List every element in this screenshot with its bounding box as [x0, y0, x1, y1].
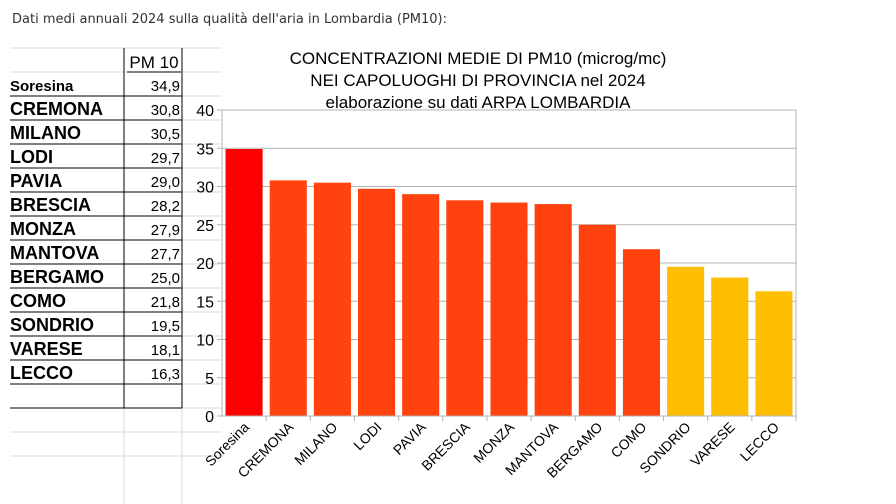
bars [225, 149, 793, 416]
chart-title-line: elaborazione su dati ARPA LOMBARDIA [326, 93, 632, 112]
bar-milano [313, 182, 351, 416]
bar-sondrio [667, 266, 705, 416]
x-tick-label: COMO [607, 419, 649, 461]
table-row-name: MANTOVA [10, 243, 99, 263]
chart-title: CONCENTRAZIONI MEDIE DI PM10 (microg/mc)… [290, 49, 667, 112]
table-row-value: 30,5 [151, 126, 180, 143]
bar-monza [490, 202, 528, 416]
table-row-value: 29,0 [151, 174, 180, 191]
intro-text: Dati medi annuali 2024 sulla qualità del… [12, 12, 448, 27]
table-row-name: PAVIA [10, 171, 62, 191]
bar-como [622, 249, 661, 416]
x-tick-label: MILANO [291, 419, 340, 468]
table-row-value: 18,1 [151, 342, 180, 359]
table-row-value: 27,7 [151, 246, 180, 263]
table-row-value: 29,7 [151, 150, 180, 167]
bar-varese [711, 277, 749, 416]
table-row-name: MILANO [10, 123, 81, 143]
y-tick-label: 35 [196, 141, 214, 158]
chart-title-line: NEI CAPOLUOGHI DI PROVINCIA nel 2024 [310, 71, 645, 90]
bar-soresina [225, 149, 263, 416]
x-tick-label: PAVIA [390, 418, 429, 457]
bar-brescia [446, 200, 484, 416]
chart-title-line: CONCENTRAZIONI MEDIE DI PM10 (microg/mc) [290, 49, 667, 68]
y-tick-label: 25 [196, 218, 214, 235]
bar-pavia [402, 194, 440, 416]
y-tick-label: 20 [196, 256, 214, 273]
y-tick-label: 40 [196, 103, 214, 120]
table-header-pm10: PM 10 [129, 53, 178, 72]
table-row-value: 25,0 [151, 270, 180, 287]
table-row-name: BERGAMO [10, 267, 104, 287]
x-tick-label: BRESCIA [418, 418, 473, 473]
y-tick-label: 5 [205, 371, 214, 388]
y-tick-label: 15 [196, 294, 214, 311]
bar-lodi [357, 188, 396, 416]
table-row-value: 16,3 [151, 366, 180, 383]
x-tick-label: LECCO [737, 419, 782, 464]
bar-lecco [755, 291, 793, 416]
y-axis-ticks: 0 5 10 15 20 25 30 35 40 [196, 103, 222, 426]
table-row-name: LECCO [10, 363, 73, 383]
table-row-value: 30,8 [151, 102, 180, 119]
table-row-name: Soresina [10, 78, 74, 95]
table-row-name: COMO [10, 291, 66, 311]
bar-cremona [269, 180, 307, 416]
x-tick-label: LODI [350, 419, 384, 453]
data-table: Soresina 34,9 CREMONA 30,8 MILANO 30,5 LODI 29,… [10, 48, 183, 409]
x-tick-label: VARESE [687, 419, 738, 470]
table-row-value: 21,8 [151, 294, 180, 311]
table-row-name: VARESE [10, 339, 83, 359]
bar-mantova [534, 204, 572, 416]
table-row-value: 27,9 [151, 222, 180, 239]
table-row-name: CREMONA [10, 99, 103, 119]
y-tick-label: 0 [205, 409, 214, 426]
table-row-value: 19,5 [151, 318, 180, 335]
table-row-name: SONDRIO [10, 315, 94, 335]
y-tick-label: 30 [196, 180, 214, 197]
table-row-value: 34,9 [151, 78, 180, 95]
y-tick-label: 10 [196, 333, 214, 350]
table-row-name: LODI [10, 147, 53, 167]
table-row-name: BRESCIA [10, 195, 91, 215]
table-row-name: MONZA [10, 219, 76, 239]
bar-bergamo [578, 224, 616, 416]
table-row-value: 28,2 [151, 198, 180, 215]
